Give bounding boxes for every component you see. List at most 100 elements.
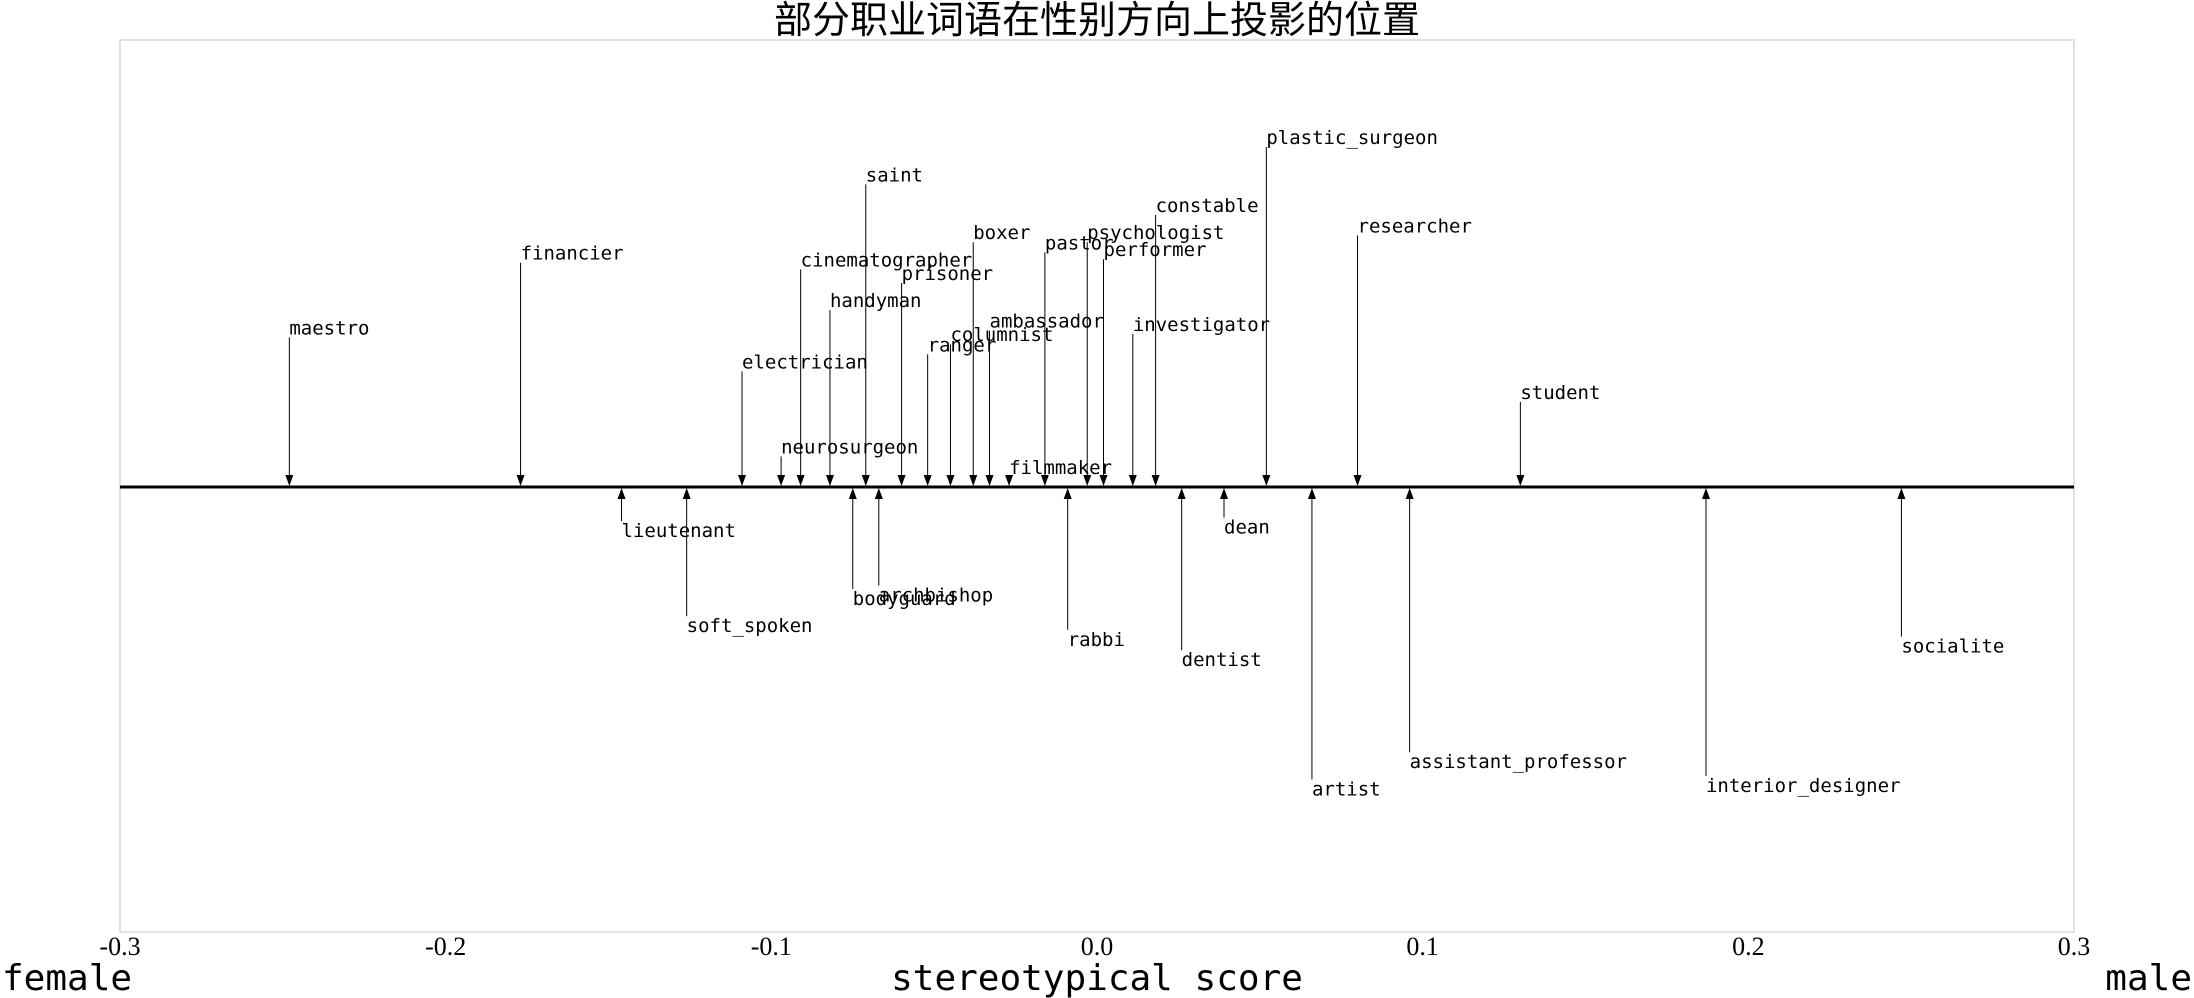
word-label: archbishop [879, 585, 993, 607]
word-label: soft_spoken [687, 615, 813, 637]
arrow-head [1063, 488, 1072, 499]
male-label: male [2105, 958, 2192, 998]
word-label: columnist [950, 324, 1053, 346]
word-marks: maestro financier lieutenant soft_spoken ele… [285, 127, 2004, 800]
arrow-head [1099, 475, 1108, 486]
arrow-head [874, 488, 883, 499]
x-axis-ticks: -0.3 -0.2 -0.1 0.0 0.1 0.2 0.3 [99, 932, 2090, 961]
word-label: student [1520, 382, 1600, 404]
arrow-head [1353, 475, 1362, 486]
word-mark-filmmaker: filmmaker [1005, 457, 1112, 486]
arrow-head [946, 475, 955, 486]
word-label: ambassador [990, 311, 1104, 333]
arrow-head [1307, 488, 1316, 499]
word-label: interior_designer [1706, 775, 1900, 797]
word-label: dean [1224, 517, 1270, 539]
word-label: assistant_professor [1410, 751, 1627, 773]
word-label: ranger [928, 334, 997, 356]
word-mark-prisoner: prisoner [897, 263, 994, 486]
word-label: dentist [1182, 649, 1262, 671]
arrow-head [777, 475, 786, 486]
word-label: rabbi [1068, 629, 1125, 651]
word-label: constable [1156, 195, 1259, 217]
chart-title: 部分职业词语在性别方向上投影的位置 [774, 0, 1420, 42]
word-label: neurosurgeon [781, 436, 918, 458]
word-mark-soft_spoken: soft_spoken [682, 488, 813, 637]
word-label: electrician [742, 351, 868, 373]
x-tick-label: 0.0 [1081, 932, 1114, 961]
word-mark-rabbi: rabbi [1063, 488, 1125, 651]
word-mark-boxer: boxer [969, 222, 1030, 486]
word-mark-handyman: handyman [825, 290, 922, 486]
arrow-head [796, 475, 805, 486]
word-label: researcher [1358, 215, 1472, 237]
arrow-head [1083, 475, 1092, 486]
word-mark-cinematographer: cinematographer [796, 249, 973, 486]
word-label: investigator [1133, 314, 1270, 336]
x-tick-label: 0.3 [2058, 932, 2091, 961]
arrow-head [897, 475, 906, 486]
arrow-head [1128, 475, 1137, 486]
arrow-head [923, 475, 932, 486]
word-label: cinematographer [801, 249, 973, 271]
word-label: bodyguard [853, 588, 956, 610]
word-mark-researcher: researcher [1353, 215, 1472, 486]
arrow-head [969, 475, 978, 486]
word-mark-lieutenant: lieutenant [617, 488, 736, 542]
word-label: socialite [1901, 636, 2004, 658]
x-tick-label: -0.3 [99, 932, 140, 961]
word-mark-dean: dean [1220, 488, 1270, 539]
arrow-head [1897, 488, 1906, 499]
arrow-head [1151, 475, 1160, 486]
word-mark-bodyguard: bodyguard [848, 488, 956, 610]
word-label: pastor [1045, 232, 1114, 254]
arrow-head [1177, 488, 1186, 499]
word-label: saint [866, 164, 923, 186]
x-tick-label: -0.2 [425, 932, 466, 961]
arrow-head [825, 475, 834, 486]
word-label: artist [1312, 778, 1381, 800]
word-mark-financier: financier [516, 243, 624, 486]
word-mark-student: student [1516, 382, 1600, 486]
word-mark-archbishop: archbishop [874, 488, 993, 607]
word-mark-columnist: columnist [946, 324, 1053, 486]
arrow-head [285, 475, 294, 486]
word-mark-artist: artist [1307, 488, 1381, 800]
word-mark-ambassador: ambassador [985, 311, 1104, 486]
word-mark-maestro: maestro [285, 317, 369, 486]
word-mark-neurosurgeon: neurosurgeon [777, 436, 918, 486]
arrow-head [1516, 475, 1525, 486]
word-label: performer [1104, 239, 1207, 261]
x-tick-label: -0.1 [751, 932, 792, 961]
arrow-head [738, 475, 747, 486]
word-mark-investigator: investigator [1128, 314, 1270, 486]
arrow-head [985, 475, 994, 486]
x-tick-label: 0.1 [1406, 932, 1439, 961]
arrow-head [682, 488, 691, 499]
arrow-head [848, 488, 857, 499]
word-label: handyman [830, 290, 922, 312]
x-axis-label: stereotypical score [891, 958, 1303, 998]
arrow-head [617, 488, 626, 499]
arrow-head [516, 475, 525, 486]
word-mark-socialite: socialite [1897, 488, 2004, 658]
x-tick-label: 0.2 [1732, 932, 1765, 961]
word-label: financier [521, 243, 624, 265]
word-mark-ranger: ranger [923, 334, 997, 486]
word-label: plastic_surgeon [1266, 127, 1438, 149]
arrow-head [861, 475, 870, 486]
arrow-head [1005, 475, 1014, 486]
female-label: female [2, 958, 132, 998]
word-label: boxer [973, 222, 1030, 244]
word-mark-saint: saint [861, 164, 923, 486]
word-mark-pastor: pastor [1040, 232, 1114, 486]
arrow-head [1220, 488, 1229, 499]
word-mark-electrician: electrician [738, 351, 868, 486]
word-label: prisoner [902, 263, 994, 285]
arrow-head [1405, 488, 1414, 499]
arrow-head [1701, 488, 1710, 499]
word-mark-performer: performer [1099, 239, 1207, 486]
word-label: lieutenant [622, 520, 736, 542]
arrow-head [1040, 475, 1049, 486]
word-label: maestro [289, 317, 369, 339]
